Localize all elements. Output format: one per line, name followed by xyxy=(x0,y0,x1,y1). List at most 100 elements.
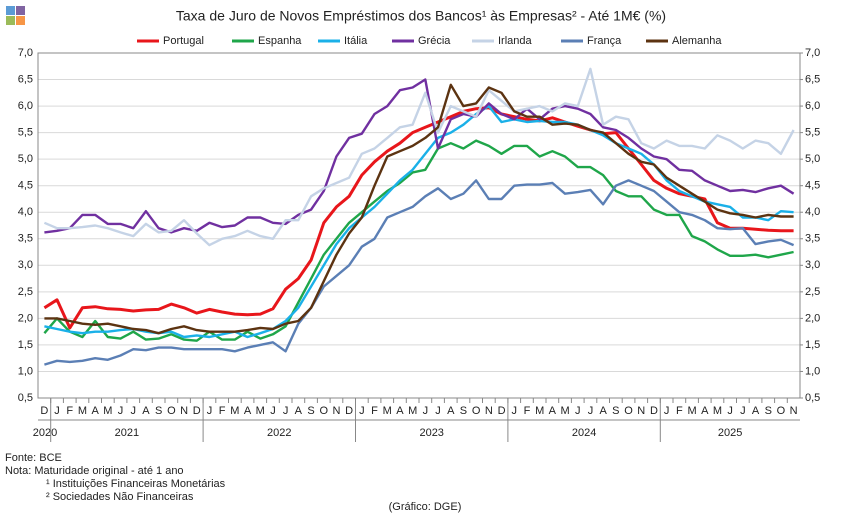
credit: (Gráfico: DGE) xyxy=(389,501,462,513)
year-label: 2022 xyxy=(267,427,291,439)
x-tick-label: A xyxy=(244,405,252,417)
year-label: 2023 xyxy=(419,427,443,439)
x-tick-label: D xyxy=(193,405,201,417)
x-tick-label: S xyxy=(765,405,772,417)
x-tick-label: J xyxy=(575,405,581,417)
y2-tick-label: 4,0 xyxy=(805,206,820,218)
x-tick-label: J xyxy=(54,405,60,417)
x-tick-label: A xyxy=(91,405,99,417)
y2-tick-label: 3,5 xyxy=(805,233,820,245)
series-line xyxy=(43,67,795,247)
y2-tick-label: 4,5 xyxy=(805,180,820,192)
x-tick-label: M xyxy=(687,405,696,417)
y-tick-label: 4,5 xyxy=(18,180,33,192)
y2-tick-label: 3,0 xyxy=(805,259,820,271)
series-line xyxy=(43,106,794,330)
x-tick-label: A xyxy=(752,405,760,417)
series-line xyxy=(44,78,795,234)
series-line xyxy=(44,179,795,366)
y2-tick-label: 2,0 xyxy=(805,312,820,324)
y2-tick-label: 5,5 xyxy=(805,127,820,139)
x-tick-label: S xyxy=(612,405,619,417)
y2-tick-label: 6,5 xyxy=(805,73,820,85)
x-tick-label: O xyxy=(167,405,176,417)
x-tick-label: F xyxy=(676,405,683,417)
y-tick-label: 1,5 xyxy=(18,339,33,351)
series-line xyxy=(44,104,794,339)
y-tick-label: 6,0 xyxy=(18,100,33,112)
y-tick-label: 0,5 xyxy=(18,392,33,404)
note: Nota: Maturidade original - até 1 ano xyxy=(5,465,184,477)
x-tick-label: A xyxy=(701,405,709,417)
x-tick-label: M xyxy=(383,405,392,417)
y-tick-label: 3,5 xyxy=(18,233,33,245)
year-label: 2025 xyxy=(718,427,742,439)
y2-tick-label: 6,0 xyxy=(805,100,820,112)
x-tick-label: D xyxy=(40,405,48,417)
legend-label: França xyxy=(587,35,622,47)
note: Fonte: BCE xyxy=(5,452,62,464)
y-tick-label: 5,0 xyxy=(18,153,33,165)
x-tick-label: S xyxy=(460,405,467,417)
x-tick-label: J xyxy=(118,405,124,417)
x-tick-label: M xyxy=(230,405,239,417)
year-label: 2024 xyxy=(572,427,596,439)
x-tick-label: A xyxy=(142,405,150,417)
year-label: 2021 xyxy=(115,427,139,439)
x-tick-label: N xyxy=(332,405,340,417)
logo xyxy=(6,6,25,25)
x-tick-label: F xyxy=(524,405,531,417)
y2-tick-label: 5,0 xyxy=(805,153,820,165)
x-tick-label: J xyxy=(270,405,276,417)
x-tick-label: J xyxy=(588,405,594,417)
y2-tick-label: 0,5 xyxy=(805,392,820,404)
series-line xyxy=(43,139,794,342)
x-tick-label: M xyxy=(535,405,544,417)
x-tick-label: J xyxy=(512,405,518,417)
year-label: 2020 xyxy=(33,427,57,439)
x-tick-label: N xyxy=(180,405,188,417)
x-tick-label: M xyxy=(78,405,87,417)
x-tick-label: J xyxy=(727,405,733,417)
x-tick-label: J xyxy=(435,405,441,417)
note: ² Sociedades Não Financeiras xyxy=(46,491,194,503)
x-tick-label: A xyxy=(599,405,607,417)
legend-label: Espanha xyxy=(258,35,302,47)
y-tick-label: 1,0 xyxy=(18,365,33,377)
x-tick-label: A xyxy=(447,405,455,417)
legend-label: Grécia xyxy=(418,35,451,47)
y2-tick-label: 2,5 xyxy=(805,286,820,298)
x-tick-label: O xyxy=(777,405,786,417)
x-tick-label: J xyxy=(664,405,670,417)
x-tick-label: J xyxy=(283,405,289,417)
legend-label: Portugal xyxy=(163,35,204,47)
y-tick-label: 2,5 xyxy=(18,286,33,298)
x-tick-label: J xyxy=(740,405,746,417)
x-tick-label: N xyxy=(637,405,645,417)
x-tick-label: N xyxy=(790,405,798,417)
x-tick-label: F xyxy=(371,405,378,417)
y-tick-label: 7,0 xyxy=(18,47,33,59)
x-tick-label: J xyxy=(131,405,137,417)
x-tick-label: F xyxy=(66,405,73,417)
y-tick-label: 3,0 xyxy=(18,259,33,271)
y-tick-label: 4,0 xyxy=(18,206,33,218)
x-tick-label: O xyxy=(319,405,328,417)
y-tick-label: 2,0 xyxy=(18,312,33,324)
x-tick-label: S xyxy=(155,405,162,417)
legend-label: Irlanda xyxy=(498,35,533,47)
note: ¹ Instituições Financeiras Monetárias xyxy=(46,478,226,490)
x-tick-label: F xyxy=(219,405,226,417)
y-tick-label: 5,5 xyxy=(18,127,33,139)
x-tick-label: J xyxy=(423,405,429,417)
x-tick-label: M xyxy=(408,405,417,417)
x-tick-label: N xyxy=(485,405,493,417)
x-tick-label: A xyxy=(295,405,303,417)
x-tick-label: M xyxy=(713,405,722,417)
x-tick-label: J xyxy=(207,405,213,417)
x-tick-label: J xyxy=(359,405,365,417)
x-tick-label: O xyxy=(472,405,481,417)
legend-label: Itália xyxy=(344,35,368,47)
x-tick-label: M xyxy=(103,405,112,417)
